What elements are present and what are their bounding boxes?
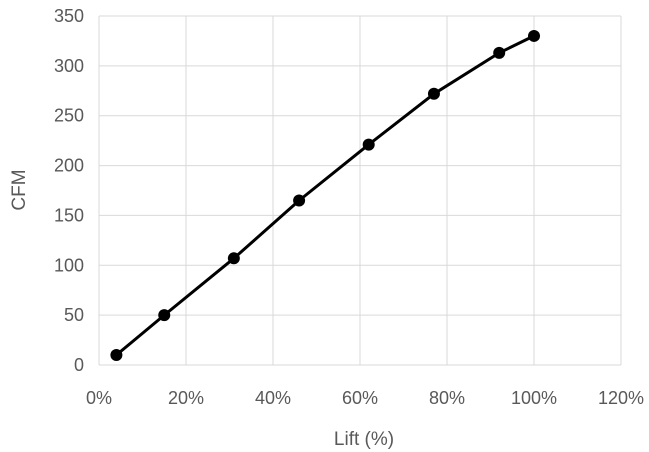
- x-tick-label: 0%: [86, 388, 112, 408]
- tick-labels: 0 50 100 150 200 250 300 350 0% 20% 40% 60% 80% 100% 1…: [54, 6, 644, 408]
- x-tick-label: 20%: [168, 388, 204, 408]
- x-tick-label: 40%: [255, 388, 291, 408]
- y-axis-title: CFM: [9, 169, 30, 210]
- data-point: [293, 194, 306, 207]
- y-tick-label: 350: [54, 6, 84, 26]
- x-tick-label: 100%: [511, 388, 557, 408]
- data-point: [110, 349, 123, 362]
- data-point: [528, 29, 540, 42]
- series: [110, 29, 540, 362]
- x-tick-label: 80%: [429, 388, 465, 408]
- y-tick-label: 50: [64, 305, 84, 325]
- gridlines: [98, 15, 622, 366]
- x-tick-label: 120%: [598, 388, 644, 408]
- y-tick-label: 250: [54, 106, 84, 126]
- series-line: [115, 34, 535, 357]
- y-tick-label: 0: [74, 355, 84, 375]
- data-point: [362, 138, 375, 151]
- x-tick-label: 60%: [342, 388, 378, 408]
- y-tick-label: 200: [54, 156, 84, 176]
- data-point: [227, 252, 240, 265]
- y-tick-label: 100: [54, 255, 84, 275]
- data-point: [427, 87, 440, 100]
- x-axis-title: Lift (%): [334, 429, 394, 450]
- data-point: [493, 46, 506, 59]
- y-tick-label: 300: [54, 56, 84, 76]
- y-tick-label: 150: [54, 205, 84, 225]
- data-point: [158, 309, 171, 322]
